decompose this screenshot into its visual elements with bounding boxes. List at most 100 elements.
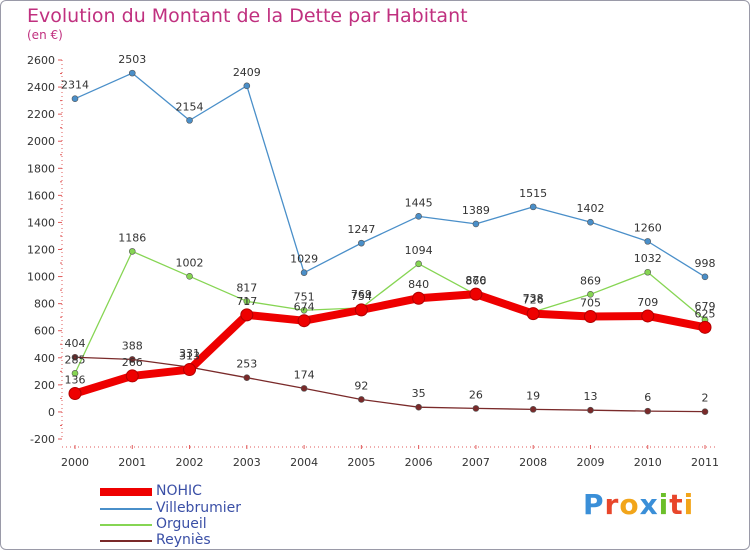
data-label-reynies: 92 [354,379,368,392]
data-label-orgueil: 1002 [176,256,204,269]
data-label-nohic: 136 [65,374,86,387]
data-point-reynies [701,408,709,415]
data-point-villebrumier [472,220,480,228]
data-point-orgueil [415,260,422,268]
legend-swatch-reynies [100,540,152,542]
chart-axes: -200 0 200 400 600 800 1000 1200 1400 1600 1800 200… [27,54,719,469]
data-label-reynies: 404 [65,337,86,350]
data-label-reynies: 19 [526,389,540,402]
data-point-reynies [587,406,594,414]
data-label-nohic: 840 [408,278,429,291]
data-point-villebrumier [128,69,136,77]
x-tick-label: 2005 [347,456,375,469]
y-tick-label: 2200 [27,108,55,121]
legend-item-villebrumier[interactable]: Villebrumier [100,500,320,517]
data-label-reynies: 253 [236,358,257,371]
data-point-reynies [243,374,251,381]
x-tick-label: 2000 [61,456,89,469]
logo-letter: o [619,488,640,521]
data-point-villebrumier [300,269,308,276]
data-label-reynies: 2 [702,392,709,405]
data-label-nohic: 870 [465,274,486,287]
data-point-nohic [125,369,139,383]
data-point-villebrumier [186,117,193,124]
data-label-nohic: 266 [122,356,143,369]
data-label-orgueil: 866 [465,275,486,288]
data-label-orgueil: 817 [236,281,257,294]
x-tick-label: 2006 [405,456,433,469]
data-label-nohic: 674 [294,301,315,314]
data-label-nohic: 709 [637,296,658,309]
data-point-orgueil [300,306,308,314]
proxiti-logo[interactable]: Proxiti [583,488,694,521]
data-point-orgueil [71,370,79,377]
data-label-nohic: 717 [236,295,257,308]
logo-letter: t [669,488,684,521]
y-tick-label: 1600 [27,189,55,202]
data-label-nohic: 313 [179,350,200,363]
logo-letter: P [583,488,605,521]
y-tick-label: -200 [30,433,55,446]
legend-item-nohic[interactable]: NOHIC [100,483,320,500]
data-label-nohic: 726 [523,294,544,307]
data-point-orgueil [128,248,136,255]
data-point-villebrumier [644,238,652,245]
legend-item-reynies[interactable]: Reyniès [100,532,320,549]
chart-unit-label: (en €) [27,28,63,42]
data-label-villebrumier: 1029 [290,253,318,266]
logo-letter: x [639,488,659,521]
y-tick-label: 2000 [27,135,55,148]
legend-swatch-orgueil [100,524,152,526]
y-tick-label: 1800 [27,162,55,175]
data-label-orgueil: 738 [523,292,544,305]
x-tick-label: 2010 [634,456,662,469]
x-tick-label: 2011 [691,456,719,469]
y-tick-label: 600 [34,325,55,338]
data-point-villebrumier [358,239,365,247]
data-point-nohic [68,387,82,401]
data-label-villebrumier: 998 [695,257,716,270]
x-tick-label: 2003 [233,456,261,469]
data-label-reynies: 388 [122,339,143,352]
data-labels-layer: 2314 2503 2154 2409 1029 1247 1445 1389 1515 1402… [61,53,716,405]
data-label-villebrumier: 2154 [176,100,204,113]
data-point-villebrumier [243,82,251,90]
legend-swatch-villebrumier [100,508,152,510]
series-line-reynies [74,356,706,413]
series-layer [68,69,712,415]
data-label-orgueil: 1186 [118,231,146,244]
series-line-villebrumier [74,72,706,278]
y-tick-label: 800 [34,298,55,311]
legend-swatch-nohic [100,488,152,496]
y-tick-label: 2400 [27,81,55,94]
data-point-nohic [526,307,540,321]
data-point-nohic [183,363,197,377]
data-label-orgueil: 769 [351,288,372,301]
data-label-villebrumier: 1260 [634,221,662,234]
data-point-orgueil [644,268,652,276]
data-label-orgueil: 1094 [405,244,433,257]
data-label-villebrumier: 1402 [576,202,604,215]
y-tick-label: 200 [34,379,55,392]
data-point-villebrumier [529,203,537,211]
data-label-reynies: 331 [179,347,200,360]
x-tick-label: 2009 [576,456,604,469]
data-label-nohic: 754 [351,290,372,303]
data-label-orgueil: 1032 [634,252,662,265]
data-point-nohic [469,287,483,301]
legend-item-orgueil[interactable]: Orgueil [100,516,320,533]
data-point-villebrumier [415,213,422,220]
legend-label-villebrumier: Villebrumier [156,500,241,516]
x-tick-label: 2004 [290,456,318,469]
x-tick-label: 2002 [176,456,204,469]
data-point-nohic [297,314,311,328]
data-label-villebrumier: 1445 [405,196,433,209]
legend-label-reynies: Reyniès [156,532,211,548]
data-point-reynies [644,407,652,415]
data-point-nohic [583,310,597,324]
data-label-reynies: 6 [644,391,651,404]
data-point-nohic [412,291,426,305]
x-tick-label: 2008 [519,456,547,469]
